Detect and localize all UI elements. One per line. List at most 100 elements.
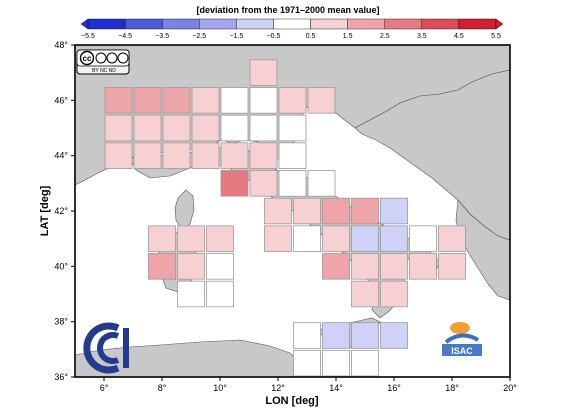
landmass-corsica [174,189,195,231]
colorbar-tick-label: −3.5 [155,33,169,40]
anomaly-cell [278,170,307,197]
anomaly-cell [351,225,379,252]
anomaly-cell [191,142,220,169]
anomaly-cell [177,225,205,252]
x-tick-label: 16° [387,383,401,393]
colorbar-tick-label: 2.5 [380,33,390,40]
cnr-logo-arc-outer [83,322,120,374]
x-tick-label: 18° [445,383,459,393]
anomaly-cell [133,87,162,114]
anomaly-cell [177,253,205,280]
colorbar-swatch [273,18,311,30]
x-tick-label: 10° [213,383,227,393]
anomaly-cell [351,349,379,377]
anomaly-cell [293,225,321,252]
y-axis-ticks: 36° 38° 40° 42° 44° 46° 48° [54,40,75,382]
anomaly-cell [162,142,191,169]
anomaly-cell [278,114,307,142]
anomaly-cell [380,253,408,280]
anomaly-cell [409,253,437,280]
x-tick-label: 12° [271,383,285,393]
anomaly-cell [264,197,292,225]
nc-icon [106,52,118,64]
anomaly-cell [249,170,278,197]
colorbar-tick-label: −5.5 [81,33,95,40]
cc-icon [79,50,95,66]
anomaly-cell [206,225,234,252]
cnr-logo-arc-inner [97,332,120,364]
colorbar-swatch [458,18,497,30]
anomaly-cell [249,114,278,142]
anomaly-cell [322,225,350,252]
colorbar-max-arrow [495,18,504,30]
colorbar-swatch [87,18,126,30]
cc-icon-text: cc [83,54,92,63]
anomaly-cell [307,170,336,197]
anomaly-cell [380,225,408,252]
colorbar-tick-label: 5.5 [491,33,501,40]
anomaly-cell [133,142,162,169]
by-icon [95,52,107,64]
anomaly-cell [249,87,278,114]
isac-logo-text: ISAC [451,346,473,356]
colorbar-min-arrow [80,18,89,30]
colorbar-swatch [310,18,348,30]
anomaly-cell [133,114,162,142]
anomaly-cell [162,87,191,114]
cnr-logo [83,322,129,374]
colorbar-swatch [124,18,163,30]
colorbar-tick-label: 3.5 [417,33,427,40]
anomaly-cell [162,114,191,142]
anomaly-cell [148,225,176,252]
x-axis-label: LON [deg] [265,395,318,407]
anomaly-cell [293,349,321,377]
anomaly-cell [220,114,249,142]
x-tick-label: 20° [503,383,517,393]
colorbar-swatch [161,18,200,30]
cc-license-badge: cc BY NC ND [76,49,130,75]
y-tick-label: 42° [54,206,68,216]
anomaly-cell [206,280,234,308]
isac-logo-box [442,344,482,356]
anomaly-cell [191,87,220,114]
colorbar-tick-label: 0.5 [306,33,316,40]
isac-logo-swirl-blue [444,333,480,344]
x-tick-label: 14° [329,383,343,393]
anomaly-cell [322,197,350,225]
isac-logo: ISAC [442,322,482,356]
anomaly-cell [104,87,133,114]
x-tick-label: 8° [158,383,167,393]
anomaly-cell [351,322,379,349]
anomaly-cell [177,280,205,308]
anomaly-cell [293,197,321,225]
colorbar-swatch [384,18,423,30]
colorbar-tick-label: 1.5 [343,33,353,40]
anomaly-cell [249,142,278,169]
anomaly-cell [293,322,321,349]
colorbar-tick-label: −0.5 [267,33,281,40]
colorbar-tick-label: −4.5 [118,33,132,40]
anomaly-cell [220,87,249,114]
colorbar-title: [deviation from the 1971–2000 mean value… [196,5,379,15]
cc-terms-text: BY NC ND [92,68,116,74]
anomaly-cells-layer [104,59,466,377]
x-axis-ticks: 6° 8° 10° 12° 14° 16° 18° 20° [100,377,517,393]
anomaly-cell [322,349,350,377]
colorbar-swatch [236,18,274,30]
y-tick-label: 48° [54,40,68,50]
anomaly-cell [322,322,350,349]
colorbar-tick-label: −2.5 [192,33,206,40]
anomaly-cell [380,197,408,225]
anomaly-cell [220,170,249,197]
x-tick-label: 6° [100,383,109,393]
y-tick-label: 46° [54,95,68,105]
isac-logo-swirl-orange [450,322,470,334]
anomaly-cell [438,225,466,252]
y-tick-label: 44° [54,151,68,161]
anomaly-cell [264,225,292,252]
anomaly-cell [351,197,379,225]
nd-icon [117,52,129,64]
colorbar-tick-label: 4.5 [454,33,464,40]
anomaly-cell [191,114,220,142]
